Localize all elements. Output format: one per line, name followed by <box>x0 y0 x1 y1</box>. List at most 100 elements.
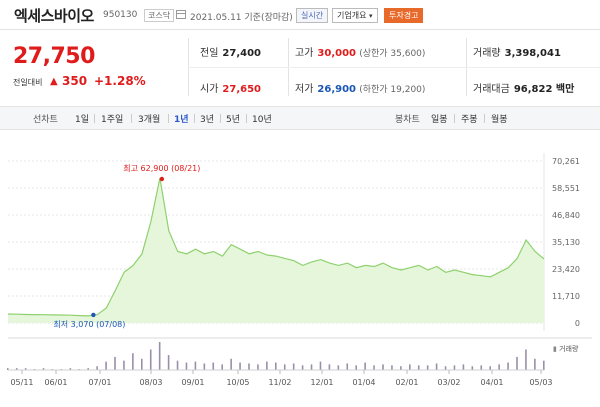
volume-bar <box>149 349 152 370</box>
volume-bar <box>319 361 322 370</box>
change-label: 전일대비 <box>13 78 43 87</box>
volume-bar <box>507 362 509 370</box>
volume-bar <box>480 365 483 370</box>
tab-3y[interactable]: 3년 <box>200 115 215 125</box>
high-marker <box>159 176 165 182</box>
divider <box>131 114 132 123</box>
investment-warning-badge[interactable]: 투자경고 <box>384 8 424 23</box>
chart-period-tabs: 선차트 1일 1주일 3개월 1년 3년 5년 10년 봉차트 일봉 주봉 월봉 <box>0 106 600 130</box>
volume-bar <box>96 366 98 370</box>
volume-bar <box>328 364 331 370</box>
volume-bar <box>417 365 420 370</box>
volume-bar <box>123 360 125 370</box>
volume-bar <box>42 368 45 370</box>
volume-bar <box>292 363 295 370</box>
amount-value: 96,822 백만 <box>513 84 575 95</box>
x-tick-label: 04/01 <box>480 378 503 387</box>
open-label: 시가 <box>200 84 219 95</box>
volume-bar <box>257 364 259 370</box>
volume-bar <box>266 361 268 370</box>
tab-1d[interactable]: 1일 <box>75 115 90 125</box>
divider <box>484 114 485 123</box>
volume-bar <box>221 364 223 370</box>
y-tick-label: 46,840 <box>552 211 580 220</box>
tab-10y[interactable]: 10년 <box>252 115 272 125</box>
candle-chart-group-label: 봉차트 <box>395 115 420 125</box>
volume-bar <box>212 362 215 370</box>
volume-icon: ▮ <box>553 345 557 353</box>
volume-bar <box>15 368 18 370</box>
volume-bar <box>400 366 402 370</box>
volume-bar <box>275 362 277 370</box>
volume-bar <box>426 365 429 370</box>
tab-1w[interactable]: 1주일 <box>101 115 124 125</box>
x-tick-label: 06/01 <box>44 378 67 387</box>
open-value: 27,650 <box>222 84 261 95</box>
day-low-value: 26,900 <box>317 84 356 95</box>
stock-code: 950130 <box>103 10 138 20</box>
x-tick-label: 01/04 <box>352 378 375 387</box>
volume-bar <box>498 364 500 370</box>
volume-bar <box>141 358 143 370</box>
volume-bar <box>283 364 286 370</box>
price-summary: 27,750 전일대비 ▲ 350 +1.28% <box>0 31 188 99</box>
volume-bar <box>248 363 250 370</box>
tab-daily[interactable]: 일봉 <box>431 115 448 125</box>
volume-bar <box>346 363 349 370</box>
company-info-button[interactable]: 기업개요 ▾ <box>332 8 378 23</box>
volume-bar <box>364 362 366 370</box>
company-info-label: 기업개요 <box>337 11 367 20</box>
volume-bar <box>489 366 491 370</box>
market-badge: 코스닥 <box>144 9 175 22</box>
volume-bar <box>337 365 340 370</box>
volume-bar <box>391 365 393 370</box>
volume-bar <box>176 360 179 370</box>
volume-bar <box>525 349 527 370</box>
price-area-fill <box>8 178 544 323</box>
upper-limit: (상한가 35,600) <box>359 49 426 59</box>
tab-weekly[interactable]: 주봉 <box>461 115 478 125</box>
day-low: 저가 26,900 (하한가 19,200) <box>295 80 425 95</box>
volume-bar <box>69 368 72 370</box>
trade-amount: 거래대금 96,822 백만 <box>473 80 574 95</box>
stock-name[interactable]: 엑세스바이오 <box>14 7 94 25</box>
tab-5y[interactable]: 5년 <box>226 115 241 125</box>
tab-1y[interactable]: 1년 <box>174 115 189 125</box>
open-price: 시가 27,650 <box>200 80 261 95</box>
up-arrow-icon: ▲ <box>50 76 58 87</box>
volume-bar <box>382 364 384 370</box>
volume-bar <box>355 365 357 370</box>
price-line <box>7 177 545 317</box>
divider <box>246 114 247 123</box>
realtime-button[interactable]: 실시간 <box>296 8 329 23</box>
volume-bar <box>194 361 197 370</box>
x-tick-label: 11/02 <box>268 378 291 387</box>
price-chart-svg[interactable]: 70,261 58,551 46,840 35,130 23,420 11,710 0 최고… <box>0 131 600 407</box>
volume-bar <box>7 368 9 370</box>
day-high-value: 30,000 <box>317 48 356 59</box>
volume-bar <box>132 353 134 370</box>
volume-bar <box>534 358 536 370</box>
prev-close: 전일 27,400 <box>200 44 261 59</box>
line-chart-group-label: 선차트 <box>33 115 58 125</box>
y-tick-label: 70,261 <box>552 157 580 166</box>
y-tick-label: 11,710 <box>552 292 580 301</box>
x-tick-label: 12/01 <box>310 378 333 387</box>
chevron-down-icon: ▾ <box>369 12 373 20</box>
low-label: 최저 3,070 (07/08) <box>53 319 125 329</box>
current-price: 27,750 <box>13 44 95 69</box>
volume-bar <box>409 364 411 370</box>
volume-bar <box>453 365 456 370</box>
prev-close-label: 전일 <box>200 48 219 59</box>
volume-label: 거래량 <box>473 48 501 59</box>
x-tick-label: 05/03 <box>529 378 552 387</box>
x-tick-label: 05/11 <box>10 378 33 387</box>
stock-header: 엑세스바이오 950130 코스닥 2021.05.11 기준(장마감) 실시간… <box>0 0 600 30</box>
tab-monthly[interactable]: 월봉 <box>491 115 508 125</box>
volume-bar <box>516 356 518 370</box>
prev-close-value: 27,400 <box>222 48 261 59</box>
tab-3m[interactable]: 3개월 <box>138 115 161 125</box>
volume-axis-label: ▮ 거래량 <box>553 344 579 353</box>
y-tick-label: 0 <box>575 319 580 328</box>
volume-bar <box>239 362 241 370</box>
